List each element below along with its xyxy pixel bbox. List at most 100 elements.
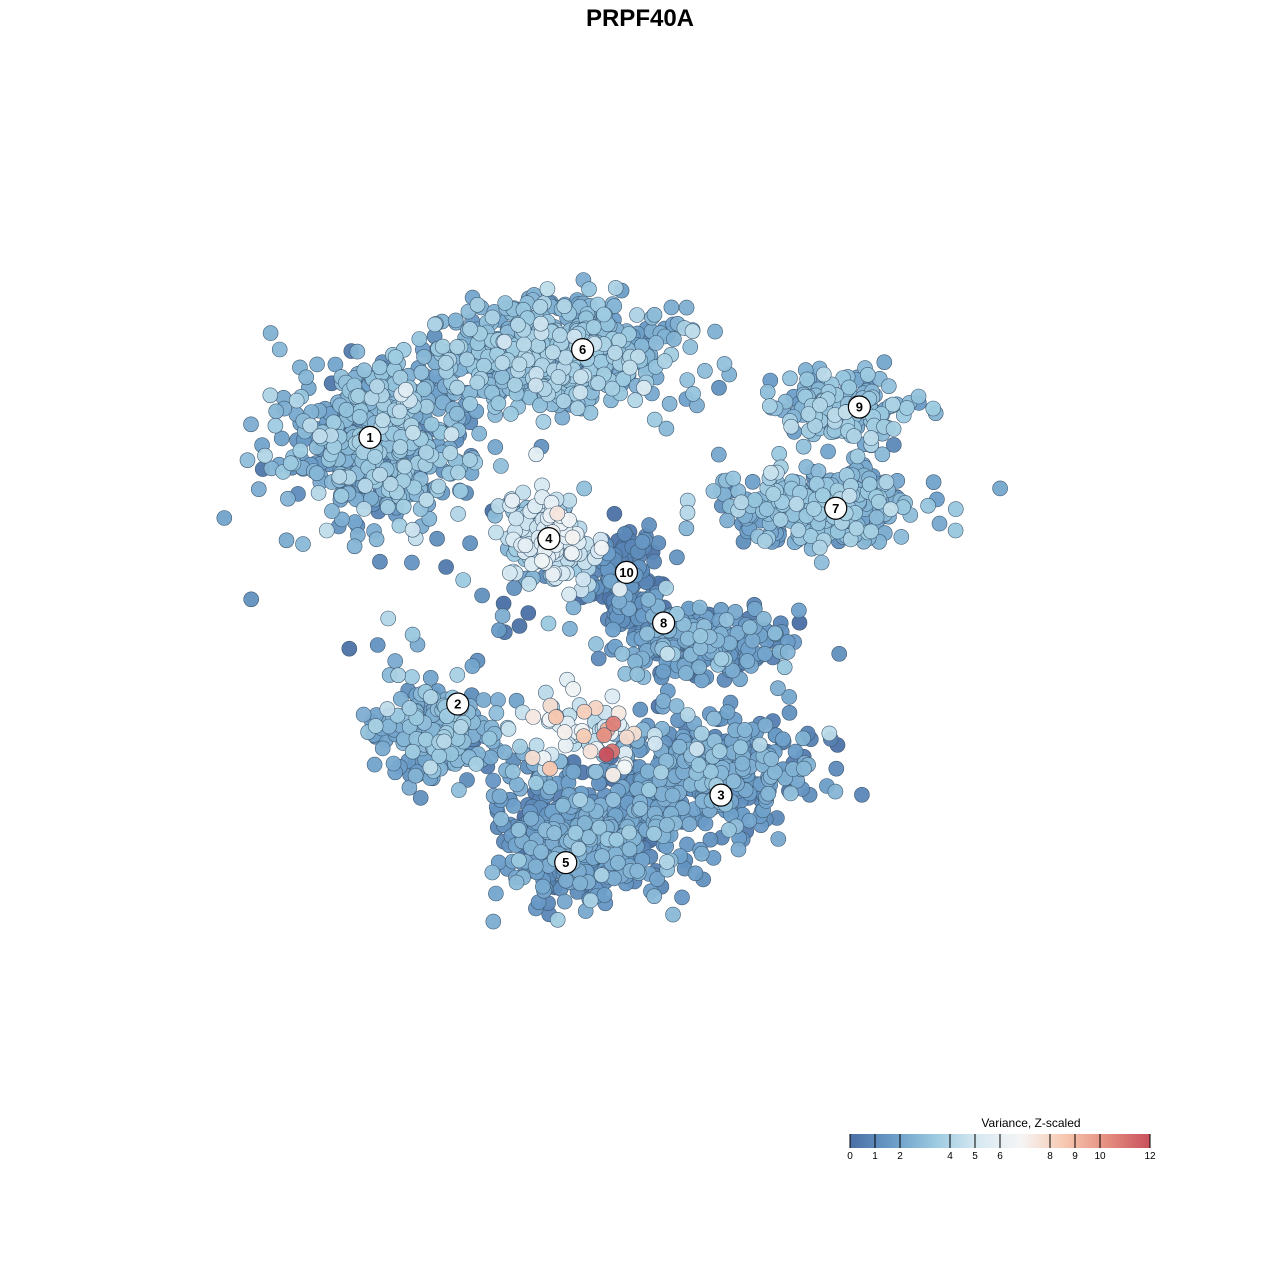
- cell-point: [691, 659, 707, 676]
- cell-point: [646, 306, 663, 323]
- cell-point: [216, 510, 233, 526]
- cell-point: [505, 798, 522, 814]
- cell-point: [524, 750, 541, 766]
- cell-point: [653, 764, 669, 781]
- cell-point: [561, 586, 578, 603]
- cluster-label-7: 7: [824, 496, 848, 520]
- cell-point: [820, 443, 836, 460]
- cell-point: [685, 386, 701, 402]
- cell-point: [874, 446, 891, 463]
- cell-point: [521, 575, 537, 592]
- cell-point: [311, 428, 328, 445]
- cell-point: [572, 792, 588, 808]
- cell-point: [380, 610, 397, 627]
- cell-point: [404, 743, 421, 760]
- cell-point: [863, 523, 879, 540]
- cell-point: [243, 416, 259, 433]
- cell-point: [502, 406, 519, 422]
- cell-point: [550, 369, 567, 385]
- cell-point: [655, 693, 672, 709]
- cell-point: [721, 822, 737, 838]
- cell-point: [462, 396, 478, 412]
- cell-point: [485, 913, 502, 930]
- cell-point: [859, 366, 876, 383]
- cell-point: [655, 663, 672, 680]
- cell-point: [469, 296, 486, 313]
- cell-point: [555, 393, 572, 410]
- cell-point: [705, 483, 722, 499]
- cell-point: [630, 348, 646, 365]
- cell-point: [542, 760, 558, 777]
- cell-point: [508, 510, 524, 527]
- cell-point: [634, 533, 651, 550]
- cell-point: [605, 792, 622, 808]
- cell-point: [282, 455, 299, 472]
- cell-point: [564, 529, 581, 546]
- cell-point: [813, 554, 830, 571]
- cell-point: [443, 426, 460, 443]
- cell-point: [295, 536, 311, 552]
- cell-point: [814, 487, 831, 504]
- cell-point: [812, 397, 828, 413]
- cell-point: [490, 692, 506, 708]
- cell-point: [679, 504, 696, 521]
- cell-point: [413, 364, 430, 381]
- cell-point: [488, 524, 504, 541]
- cell-point: [262, 387, 279, 404]
- cluster-label-text: 7: [832, 501, 839, 516]
- cell-point: [450, 464, 466, 481]
- cell-point: [475, 692, 492, 708]
- cell-point: [702, 831, 719, 848]
- cell-point: [450, 506, 466, 522]
- cell-point: [442, 445, 459, 461]
- cell-point: [604, 688, 621, 705]
- cell-point: [387, 653, 404, 669]
- cell-point: [746, 492, 763, 508]
- cell-point: [542, 779, 559, 796]
- cell-point: [627, 392, 644, 409]
- cell-point: [861, 476, 878, 493]
- cell-point: [606, 505, 623, 522]
- cell-point: [576, 703, 593, 720]
- cell-point: [288, 392, 305, 409]
- cell-point: [841, 487, 858, 504]
- cell-point: [382, 476, 399, 492]
- cell-point: [418, 444, 435, 461]
- cell-point: [691, 599, 708, 616]
- cell-point: [659, 854, 675, 870]
- cell-point: [674, 889, 690, 906]
- cell-point: [548, 709, 564, 725]
- cell-point: [528, 446, 545, 463]
- cell-point: [347, 514, 363, 530]
- cell-point: [544, 566, 561, 583]
- cell-point: [484, 309, 501, 326]
- cell-point: [632, 701, 649, 718]
- cell-point: [663, 299, 680, 316]
- cell-point: [429, 530, 445, 547]
- cell-point: [452, 483, 469, 499]
- cell-point: [669, 549, 685, 566]
- cell-point: [608, 831, 625, 848]
- cell-point: [621, 824, 638, 841]
- cell-point: [401, 700, 418, 716]
- cell-point: [257, 447, 273, 464]
- cell-point: [733, 494, 750, 511]
- cell-point: [588, 636, 604, 652]
- cell-point: [681, 816, 698, 833]
- cell-point: [484, 864, 501, 881]
- cell-point: [517, 537, 534, 554]
- cell-point: [658, 420, 675, 437]
- cell-point: [790, 522, 807, 539]
- cell-point: [910, 388, 927, 405]
- cell-point: [391, 403, 408, 420]
- cell-point: [593, 867, 610, 883]
- cell-point: [292, 442, 309, 459]
- cell-point: [611, 581, 628, 598]
- cell-point: [588, 763, 604, 780]
- cell-point: [523, 810, 539, 827]
- cell-point: [357, 477, 374, 494]
- cell-point: [565, 599, 582, 616]
- cell-point: [741, 812, 758, 829]
- cell-point: [656, 353, 673, 369]
- cell-point: [640, 591, 657, 608]
